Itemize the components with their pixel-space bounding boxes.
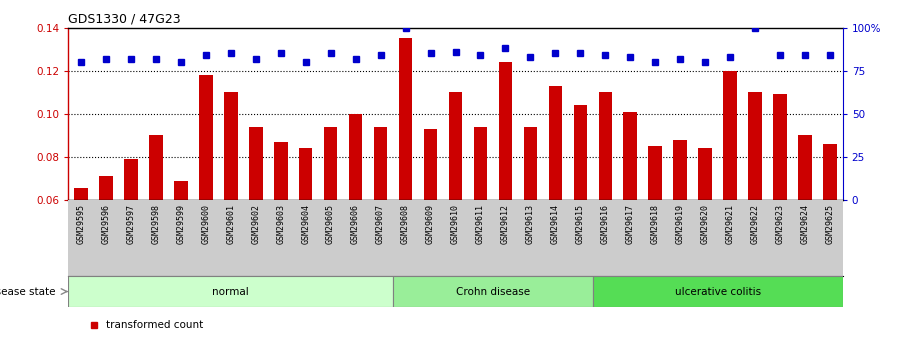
Text: GSM29602: GSM29602 <box>251 204 261 244</box>
Bar <box>824 144 837 200</box>
Bar <box>773 95 787 200</box>
Text: GSM29624: GSM29624 <box>801 204 810 244</box>
Text: GSM29617: GSM29617 <box>626 204 635 244</box>
Bar <box>548 86 562 200</box>
Bar <box>599 92 612 200</box>
Text: GDS1330 / 47G23: GDS1330 / 47G23 <box>68 12 181 25</box>
Text: GSM29611: GSM29611 <box>476 204 485 244</box>
Bar <box>748 92 763 200</box>
Text: GSM29613: GSM29613 <box>526 204 535 244</box>
Bar <box>798 136 812 200</box>
Bar <box>399 38 413 200</box>
Text: GSM29596: GSM29596 <box>101 204 110 244</box>
Bar <box>249 127 262 200</box>
Bar <box>623 112 637 200</box>
Bar <box>68 276 393 307</box>
Text: normal: normal <box>212 287 249 296</box>
Text: GSM29599: GSM29599 <box>176 204 185 244</box>
Text: disease state: disease state <box>0 287 56 296</box>
Text: GSM29610: GSM29610 <box>451 204 460 244</box>
Bar <box>74 188 87 200</box>
Text: GSM29600: GSM29600 <box>201 204 210 244</box>
Text: GSM29614: GSM29614 <box>551 204 560 244</box>
Text: ulcerative colitis: ulcerative colitis <box>675 287 761 296</box>
Bar <box>393 276 593 307</box>
Text: transformed count: transformed count <box>106 320 203 330</box>
Text: GSM29618: GSM29618 <box>650 204 660 244</box>
Text: GSM29607: GSM29607 <box>376 204 385 244</box>
Bar <box>349 114 363 200</box>
Text: GSM29620: GSM29620 <box>701 204 710 244</box>
Text: GSM29598: GSM29598 <box>151 204 160 244</box>
Bar <box>524 127 537 200</box>
Bar <box>124 159 138 200</box>
Bar <box>424 129 437 200</box>
Bar <box>498 62 512 200</box>
Bar <box>593 276 843 307</box>
Text: GSM29597: GSM29597 <box>127 204 135 244</box>
Text: GSM29616: GSM29616 <box>601 204 609 244</box>
Text: GSM29612: GSM29612 <box>501 204 510 244</box>
Text: GSM29609: GSM29609 <box>426 204 435 244</box>
Text: GSM29603: GSM29603 <box>276 204 285 244</box>
Text: GSM29615: GSM29615 <box>576 204 585 244</box>
Bar <box>723 71 737 200</box>
Bar <box>148 136 163 200</box>
Bar <box>673 140 687 200</box>
Bar <box>323 127 337 200</box>
Bar <box>474 127 487 200</box>
Text: GSM29606: GSM29606 <box>351 204 360 244</box>
Text: GSM29601: GSM29601 <box>226 204 235 244</box>
Text: GSM29621: GSM29621 <box>726 204 735 244</box>
Text: GSM29622: GSM29622 <box>751 204 760 244</box>
Bar <box>649 146 662 200</box>
Text: GSM29608: GSM29608 <box>401 204 410 244</box>
Text: GSM29595: GSM29595 <box>77 204 86 244</box>
Bar <box>174 181 188 200</box>
Bar <box>99 176 113 200</box>
Bar <box>299 148 312 200</box>
Text: Crohn disease: Crohn disease <box>456 287 530 296</box>
Bar <box>274 142 288 200</box>
Bar <box>574 105 588 200</box>
Text: GSM29623: GSM29623 <box>776 204 784 244</box>
Text: GSM29604: GSM29604 <box>302 204 310 244</box>
Text: GSM29625: GSM29625 <box>825 204 834 244</box>
Bar <box>68 200 843 276</box>
Text: GSM29619: GSM29619 <box>676 204 685 244</box>
Text: GSM29605: GSM29605 <box>326 204 335 244</box>
Bar <box>448 92 463 200</box>
Bar <box>224 92 238 200</box>
Bar <box>699 148 712 200</box>
Bar <box>374 127 387 200</box>
Bar <box>199 75 212 200</box>
